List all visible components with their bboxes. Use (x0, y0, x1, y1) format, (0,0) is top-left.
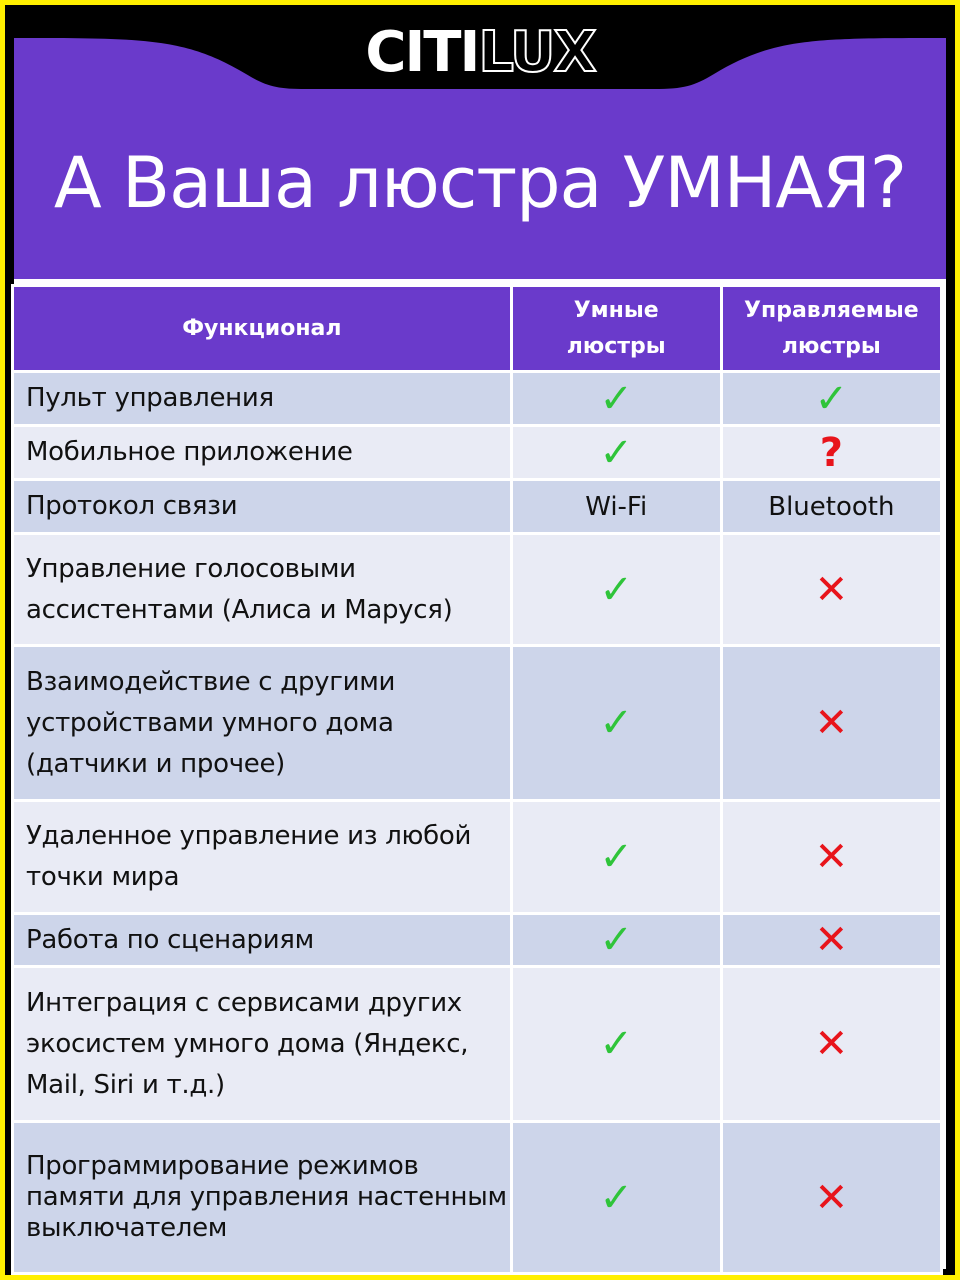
table-header-row: Функционал Умные люстры Управляемые люст… (14, 287, 940, 370)
controlled-cell: ✕ (722, 647, 940, 799)
smart-cell: ✓ (512, 968, 720, 1120)
table-row: Интеграция с сервисами других экосистем … (14, 968, 940, 1120)
controlled-cell: ✕ (722, 968, 940, 1120)
feature-cell: Программирование режимов памяти для упра… (14, 1123, 510, 1272)
table-row: Управление голосовыми ассистентами (Алис… (14, 535, 940, 644)
controlled-cell: ✓ (722, 373, 940, 424)
smart-cell: Wi-Fi (512, 481, 720, 532)
controlled-cell: ✕ (722, 1123, 940, 1272)
citilux-logo: CITILUX (14, 19, 946, 86)
table-row: Пульт управления ✓ ✓ (14, 373, 940, 424)
feature-cell: Интеграция с сервисами других экосистем … (14, 968, 510, 1120)
cross-icon: ✕ (814, 566, 849, 613)
cross-icon: ✕ (814, 1174, 849, 1221)
table-row: Программирование режимов памяти для упра… (14, 1123, 940, 1272)
cross-icon: ✕ (814, 834, 849, 880)
feature-cell: Пульт управления (14, 373, 510, 424)
feature-cell: Удаленное управление из любой точки мира (14, 802, 510, 912)
check-icon: ✓ (599, 429, 633, 476)
logo-citi: CITI (365, 20, 480, 85)
page-title: А Ваша люстра УМНАЯ? (53, 142, 907, 224)
feature-cell: Мобильное приложение (14, 427, 510, 478)
protocol-value: Bluetooth (768, 491, 895, 522)
smart-cell: ✓ (512, 915, 720, 965)
table-row: Работа по сценариям ✓ ✕ (14, 915, 940, 965)
smart-cell: ✓ (512, 427, 720, 478)
table-row: Мобильное приложение ✓? (14, 427, 940, 478)
cross-icon: ✕ (814, 700, 849, 746)
comparison-table: Функционал Умные люстры Управляемые люст… (11, 284, 943, 1275)
protocol-value: Wi-Fi (585, 491, 648, 522)
check-icon: ✓ (599, 566, 633, 613)
table-row: Взаимодействие с другими устройствами ум… (14, 647, 940, 799)
controlled-cell: ✕ (722, 802, 940, 912)
check-icon: ✓ (599, 375, 633, 422)
feature-cell: Работа по сценариям (14, 915, 510, 965)
feature-cell: Взаимодействие с другими устройствами ум… (14, 647, 510, 799)
header-banner: CITILUX А Ваша люстра УМНАЯ? (14, 14, 946, 279)
check-icon: ✓ (814, 375, 849, 422)
question-icon: ? (819, 429, 843, 476)
controlled-cell: Bluetooth (722, 481, 940, 532)
controlled-cell: ✕ (722, 915, 940, 965)
header-smart: Умные люстры (512, 287, 720, 370)
smart-cell: ✓ (512, 1123, 720, 1272)
feature-cell: Протокол связи (14, 481, 510, 532)
cross-icon: ✕ (814, 917, 849, 963)
header-feature: Функционал (14, 287, 510, 370)
feature-cell: Управление голосовыми ассистентами (Алис… (14, 535, 510, 644)
check-icon: ✓ (599, 700, 633, 746)
table-row: Удаленное управление из любой точки мира… (14, 802, 940, 912)
smart-cell: ✓ (512, 802, 720, 912)
outer-frame: CITILUX А Ваша люстра УМНАЯ? Функционал … (5, 5, 955, 1275)
controlled-cell: ✕ (722, 535, 940, 644)
check-icon: ✓ (599, 1021, 633, 1067)
logo-tab-shape (14, 14, 946, 89)
smart-cell: ✓ (512, 647, 720, 799)
smart-cell: ✓ (512, 535, 720, 644)
header-controlled: Управляемые люстры (722, 287, 940, 370)
logo-lux: LUX (477, 19, 597, 86)
controlled-cell: ? (722, 427, 940, 478)
check-icon: ✓ (599, 1174, 633, 1221)
check-icon: ✓ (599, 834, 633, 880)
smart-cell: ✓ (512, 373, 720, 424)
cross-icon: ✕ (814, 1021, 849, 1067)
check-icon: ✓ (599, 917, 633, 963)
table-row: Протокол связи Wi-Fi Bluetooth (14, 481, 940, 532)
panel: CITILUX А Ваша люстра УМНАЯ? Функционал … (11, 14, 946, 1275)
